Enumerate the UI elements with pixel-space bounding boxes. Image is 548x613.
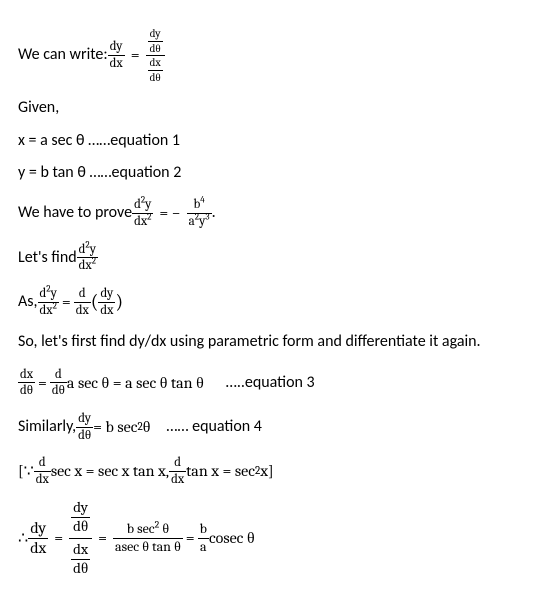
text-we-can-write: We can write: xyxy=(18,44,108,66)
frac-dy-dx-c: dy dx xyxy=(28,520,48,557)
frac-d2y-dx2-c: d2y dx2 xyxy=(38,287,59,317)
frac-d-dx: d dx xyxy=(74,287,91,317)
since-mid2: tan x = sec xyxy=(186,460,255,482)
text-similarly: Similarly, xyxy=(18,416,76,438)
text-eq4-label: …… equation 4 xyxy=(166,416,261,438)
frac-b4-a2y3: b4 a2y3 xyxy=(187,198,212,228)
frac-dy-dtheta-b: dy dθ xyxy=(76,412,93,442)
since-mid1: sec x = sec x tan x, xyxy=(51,460,169,482)
frac-d2y-dx2-b: d2y dx2 xyxy=(77,243,98,273)
therefore-sym: ∴ xyxy=(18,527,28,549)
equals-2: = − xyxy=(159,202,180,224)
text-eq1: x = a sec θ ……equation 1 xyxy=(18,130,180,152)
text-eq4-rhs: = b sec xyxy=(93,416,137,438)
expr-second-deriv: d2y dx2 = d dx ( dy dx ) xyxy=(38,287,124,317)
line-prove: We have to prove d2y dx2 = − b4 a2y3 . xyxy=(18,198,530,228)
eq-b: = xyxy=(98,527,107,549)
equals: = xyxy=(131,44,140,66)
frac-dx-dtheta-b: dx dθ xyxy=(18,368,35,398)
line-we-can-write: We can write: dy dx = dy dθ dx dθ xyxy=(18,28,530,83)
equals-4: = xyxy=(38,372,47,394)
frac-dx-dtheta: dx dθ xyxy=(148,57,163,83)
line-lets-find: Let's find d2y dx2 xyxy=(18,243,530,273)
text-so: So, let's first find dy/dx using paramet… xyxy=(18,331,481,353)
eq4-theta: θ xyxy=(143,416,151,438)
expr-since: [∵ d dx sec x = sec x tan x, d dx tan x … xyxy=(18,456,274,486)
frac-bsec2-asec: b sec2 θ asec θ tan θ xyxy=(113,522,183,554)
paren-close: ) xyxy=(115,288,123,316)
frac-d-dx-c: d dx xyxy=(169,456,186,486)
text-as: As, xyxy=(18,291,38,313)
line-eq1: x = a sec θ ……equation 1 xyxy=(18,130,530,152)
frac-d2y-dx2: d2y dx2 xyxy=(132,198,153,228)
text-prove: We have to prove xyxy=(18,202,132,224)
line-so: So, let's first find dy/dx using paramet… xyxy=(18,331,530,353)
period: . xyxy=(212,202,216,224)
final-cosec: cosec θ xyxy=(209,527,255,549)
expr-eq4: dy dθ = b sec2 θ xyxy=(76,412,150,442)
line-eq4: Similarly, dy dθ = b sec2 θ …… equation … xyxy=(18,412,530,442)
frac-d-dx-b: d dx xyxy=(34,456,51,486)
line-therefore: ∴ dy dx = dy dθ dx dθ = b sec2 θ a xyxy=(18,500,530,576)
paren-open: ( xyxy=(91,288,99,316)
text-eq3-tail: a sec θ = a sec θ tan θ xyxy=(67,372,204,394)
text-eq3-label: …..equation 3 xyxy=(226,372,315,394)
since-close: x] xyxy=(260,460,273,482)
line-given: Given, xyxy=(18,97,530,119)
frac-compound: dy dθ dx dθ xyxy=(146,28,165,83)
eq-a: = xyxy=(54,527,63,549)
equals-3: = xyxy=(62,291,71,313)
frac-d-dtheta: d dθ xyxy=(50,368,67,398)
frac-dy-dx: dy dx xyxy=(108,40,125,70)
since-open: [∵ xyxy=(18,460,34,482)
expr-prove: d2y dx2 = − b4 a2y3 xyxy=(132,198,212,228)
frac-dx-dtheta-c: dx dθ xyxy=(71,542,90,577)
line-since: [∵ d dx sec x = sec x tan x, d dx tan x … xyxy=(18,456,530,486)
line-eq3: dx dθ = d dθ a sec θ = a sec θ tan θ …..… xyxy=(18,368,530,398)
text-lets-find: Let's find xyxy=(18,247,77,269)
expr-therefore: ∴ dy dx = dy dθ dx dθ = b sec2 θ a xyxy=(18,500,255,576)
frac-dy-dtheta: dy dθ xyxy=(148,28,163,54)
text-eq2: y = b tan θ ……equation 2 xyxy=(18,162,181,184)
frac-compound-b: dy dθ dx dθ xyxy=(69,500,92,576)
text-given: Given, xyxy=(18,97,59,119)
frac-b-a: b a xyxy=(198,522,209,554)
frac-dy-dtheta-c: dy dθ xyxy=(71,500,90,535)
expr-chain-rule: dy dx = dy dθ dx dθ xyxy=(108,28,165,83)
line-as: As, d2y dx2 = d dx ( dy dx ) xyxy=(18,287,530,317)
eq-c: = xyxy=(186,527,195,549)
line-eq2: y = b tan θ ……equation 2 xyxy=(18,162,530,184)
frac-dy-dx-b: dy dx xyxy=(98,287,115,317)
expr-eq3: dx dθ = d dθ a sec θ = a sec θ tan θ xyxy=(18,368,204,398)
